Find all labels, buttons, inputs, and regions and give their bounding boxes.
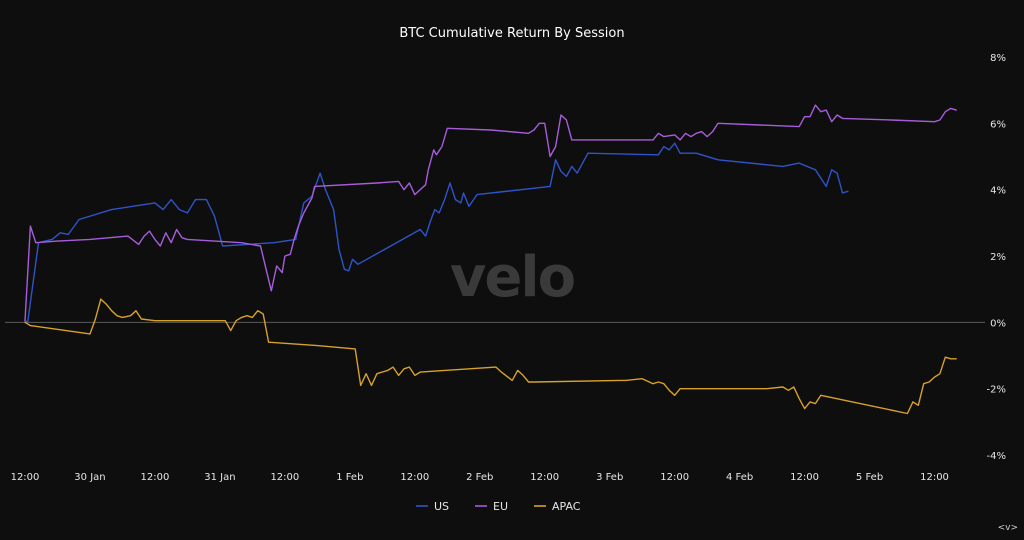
- x-tick-label: 5 Feb: [856, 472, 883, 483]
- velo-watermark: velo: [450, 245, 575, 310]
- y-tick-label: 8%: [990, 53, 1006, 64]
- y-tick-label: -2%: [987, 385, 1006, 396]
- x-tick-label: 4 Feb: [726, 472, 753, 483]
- y-tick-label: 4%: [990, 186, 1006, 197]
- y-tick-label: 0%: [990, 318, 1006, 329]
- series-line-us[interactable]: [24, 142, 849, 323]
- series-line-eu[interactable]: [24, 104, 957, 322]
- x-tick-label: 12:00: [530, 472, 559, 483]
- x-tick-label: 3 Feb: [596, 472, 623, 483]
- x-tick-label: 12:00: [400, 472, 429, 483]
- y-axis-tick-labels: 8% 6% 4% 2% 0% -2% -4%: [987, 53, 1006, 462]
- legend-label: APAC: [552, 500, 581, 513]
- legend-item-apac[interactable]: APAC: [534, 500, 581, 513]
- x-tick-label: 12:00: [141, 472, 170, 483]
- y-tick-label: -4%: [987, 451, 1006, 462]
- series-line-apac[interactable]: [24, 298, 957, 415]
- x-tick-label: 30 Jan: [74, 472, 105, 483]
- x-tick-label: 12:00: [660, 472, 689, 483]
- x-tick-label: 12:00: [920, 472, 949, 483]
- legend-item-us[interactable]: US: [416, 500, 449, 513]
- x-axis-tick-labels: 12:00 30 Jan 12:00 31 Jan 12:00 1 Feb 12:00 2 F…: [11, 472, 949, 483]
- x-tick-label: 12:00: [790, 472, 819, 483]
- legend-label: US: [434, 500, 449, 513]
- legend[interactable]: US EU APAC: [416, 500, 581, 513]
- series-lines: [24, 104, 957, 415]
- nav-arrows-icon[interactable]: <v>: [998, 523, 1018, 533]
- chart-title: BTC Cumulative Return By Session: [399, 26, 624, 41]
- y-tick-label: 2%: [990, 252, 1006, 263]
- x-tick-label: 31 Jan: [204, 472, 235, 483]
- x-tick-label: 12:00: [11, 472, 40, 483]
- x-tick-label: 1 Feb: [336, 472, 363, 483]
- y-tick-label: 6%: [990, 119, 1006, 130]
- legend-item-eu[interactable]: EU: [475, 500, 508, 513]
- x-tick-label: 2 Feb: [466, 472, 493, 483]
- legend-label: EU: [493, 500, 508, 513]
- x-tick-label: 12:00: [270, 472, 299, 483]
